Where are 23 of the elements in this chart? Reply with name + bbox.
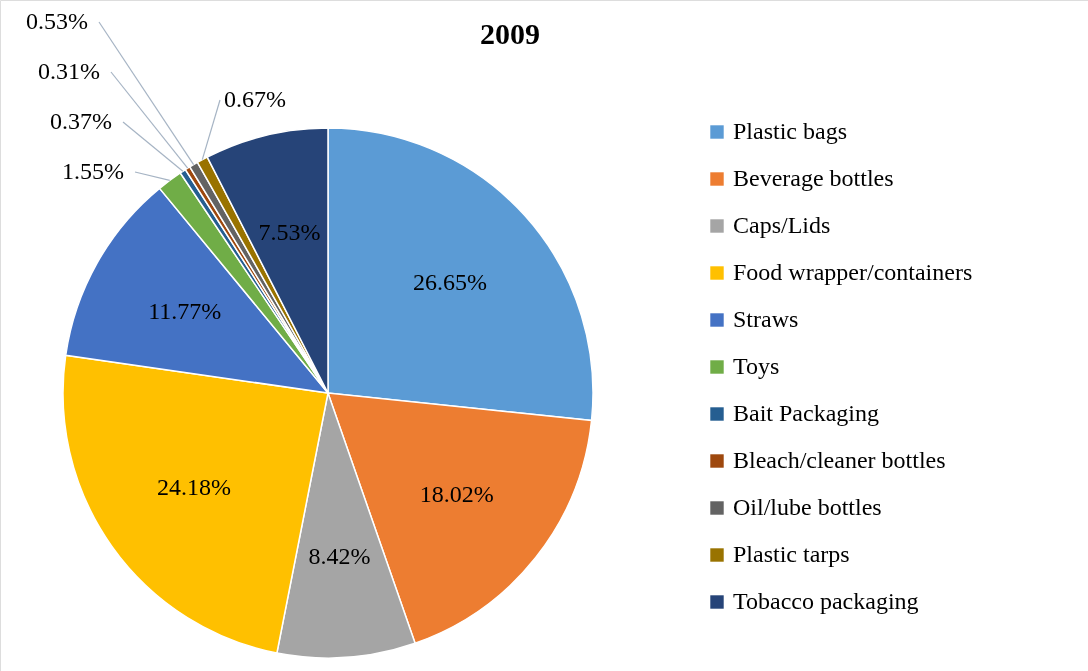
data-label: 18.02% <box>419 481 494 507</box>
legend-label: Straws <box>733 306 799 332</box>
chart-title: 2009 <box>480 17 540 50</box>
data-label: 0.67% <box>224 86 286 112</box>
data-label: 11.77% <box>148 298 222 325</box>
data-label: 7.53% <box>258 219 321 246</box>
legend-label: Plastic bags <box>733 118 847 144</box>
legend-label: Bait Packaging <box>733 400 879 426</box>
legend-label: Tobacco packaging <box>733 588 919 614</box>
legend-label: Caps/Lids <box>733 212 831 238</box>
legend-label: Toys <box>733 353 780 379</box>
legend-label: Beverage bottles <box>733 165 894 191</box>
data-label: 0.31% <box>38 58 100 84</box>
legend-label: Plastic tarps <box>733 541 850 567</box>
data-label: 8.42% <box>308 542 371 569</box>
data-label: 0.37% <box>50 108 112 134</box>
data-label: 26.65% <box>413 269 488 295</box>
data-label: 24.18% <box>156 474 231 501</box>
data-label: 0.53% <box>26 8 88 34</box>
legend-label: Oil/lube bottles <box>733 494 882 520</box>
legend-label: Bleach/cleaner bottles <box>733 447 946 473</box>
data-label: 1.55% <box>62 158 124 184</box>
legend-label: Food wrapper/containers <box>733 259 973 285</box>
